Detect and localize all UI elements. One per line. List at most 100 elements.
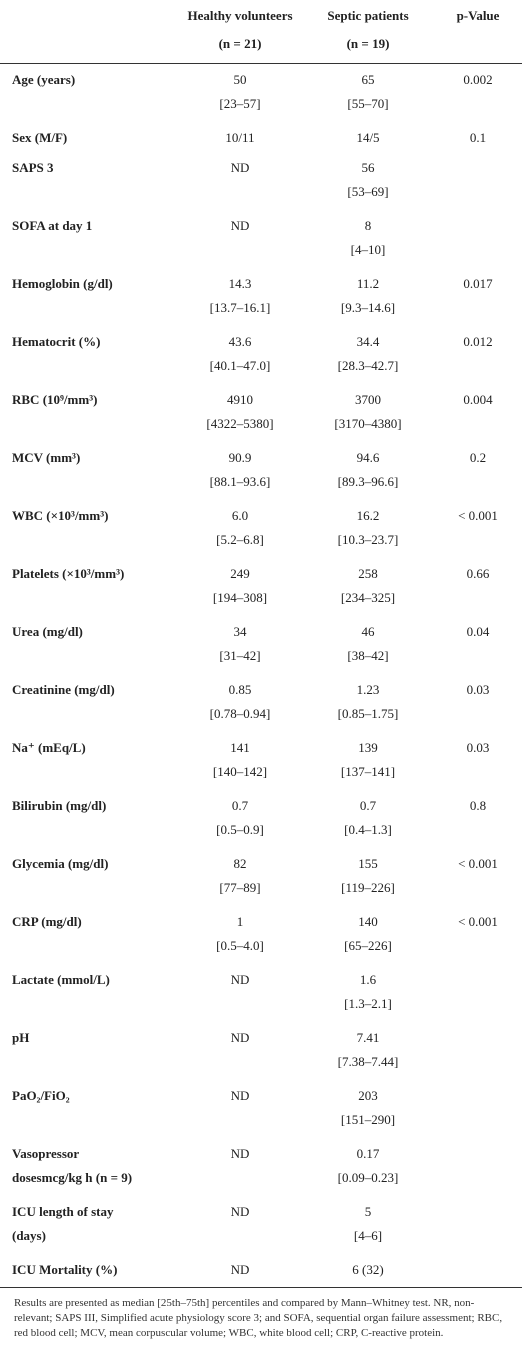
cell: 65 [361, 72, 375, 87]
cell: 249 [230, 566, 250, 581]
cell: [23–57] [219, 96, 261, 111]
cell: [3170–4380] [334, 416, 402, 431]
cell: 141 [230, 740, 250, 755]
cell: ND [230, 160, 250, 175]
bottom-rule [0, 1287, 522, 1288]
cell: [119–226] [341, 880, 395, 895]
cell: ND [230, 1146, 250, 1161]
cell: < 0.001 [458, 914, 498, 929]
cell: [151–290] [340, 1112, 396, 1127]
cell: 0.017 [463, 276, 493, 291]
cell: 0.03 [466, 740, 490, 755]
cell: 3700 [355, 392, 381, 407]
row-label: Vasopressor [12, 1146, 80, 1161]
cell: 90.9 [228, 450, 252, 465]
row-label: (days) [12, 1228, 46, 1243]
cell: [38–42] [347, 648, 389, 663]
row-label: MCV (mm³) [12, 450, 81, 465]
row-label: PaO₂/FiO₂ [12, 1088, 70, 1103]
header-cell: (n = 21) [218, 36, 262, 51]
cell: [234–325] [340, 590, 396, 605]
cell: 46 [361, 624, 375, 639]
cell: 82 [233, 856, 247, 871]
row-label: Hematocrit (%) [12, 334, 101, 349]
cell: 0.7 [359, 798, 377, 813]
cell: [28.3–42.7] [337, 358, 399, 373]
row-label: Na⁺ (mEq/L) [12, 740, 86, 755]
cell: 0.002 [463, 72, 493, 87]
cell: 0.7 [231, 798, 249, 813]
row-label: Bilirubin (mg/dl) [12, 798, 107, 813]
cell: [194–308] [212, 590, 268, 605]
cell: [13.7–16.1] [209, 300, 271, 315]
cell: 1.23 [356, 682, 380, 697]
row-label: Creatinine (mg/dl) [12, 682, 115, 697]
cell: [10.3–23.7] [337, 532, 399, 547]
cell: 34 [233, 624, 247, 639]
cell: 1.6 [359, 972, 377, 987]
row-label: Sex (M/F) [12, 130, 68, 145]
cell: [140–142] [212, 764, 268, 779]
cell: 34.4 [356, 334, 380, 349]
row-label: CRP (mg/dl) [12, 914, 82, 929]
cell: 56 [361, 160, 375, 175]
cell: [5.2–6.8] [216, 532, 264, 547]
cell: 11.2 [356, 276, 380, 291]
cell: < 0.001 [458, 508, 498, 523]
cell: 14/5 [356, 130, 380, 145]
row-label: Lactate (mmol/L) [12, 972, 110, 987]
cell: 94.6 [356, 450, 380, 465]
row-label: Hemoglobin (g/dl) [12, 276, 113, 291]
cell: 258 [358, 566, 378, 581]
cell: [0.09–0.23] [337, 1170, 399, 1185]
cell: 4910 [227, 392, 253, 407]
cell: [77–89] [219, 880, 261, 895]
footnote: Results are presented as median [25th–75… [14, 1297, 503, 1339]
row-label: Urea (mg/dl) [12, 624, 83, 639]
cell: 6.0 [231, 508, 249, 523]
cell: < 0.001 [458, 856, 498, 871]
cell: [65–226] [344, 938, 392, 953]
row-label: ICU length of stay [12, 1204, 114, 1219]
cell: 0.85 [228, 682, 252, 697]
cell: 0.03 [466, 682, 490, 697]
cell: 203 [358, 1088, 378, 1103]
cell: [40.1–47.0] [209, 358, 271, 373]
cell: 7.41 [356, 1030, 380, 1045]
cell: [0.5–4.0] [216, 938, 264, 953]
cell: [0.85–1.75] [337, 706, 399, 721]
cell: 1 [236, 914, 244, 929]
cell: ND [230, 218, 250, 233]
cell: 50 [233, 72, 247, 87]
cell: [55–70] [347, 96, 389, 111]
cell: [0.78–0.94] [209, 706, 271, 721]
cell: 5 [364, 1204, 372, 1219]
row-label: SAPS 3 [12, 160, 54, 175]
cell: 155 [358, 856, 378, 871]
row-label: ICU Mortality (%) [12, 1262, 118, 1277]
row-label: Glycemia (mg/dl) [12, 856, 109, 871]
header-cell: Healthy volunteers [187, 8, 293, 23]
cell: 0.8 [469, 798, 487, 813]
cell: [4322–5380] [206, 416, 274, 431]
cell: ND [230, 1088, 250, 1103]
cell: 8 [364, 218, 372, 233]
row-label: Platelets (×10³/mm³) [12, 566, 125, 581]
header-rule [0, 63, 522, 64]
cell: [7.38–7.44] [337, 1054, 399, 1069]
cell: [9.3–14.6] [340, 300, 396, 315]
cell: 0.04 [466, 624, 490, 639]
cell: 0.17 [356, 1146, 380, 1161]
row-label: WBC (×10³/mm³) [12, 508, 109, 523]
cell: ND [230, 1204, 250, 1219]
cell: [4–10] [350, 242, 386, 257]
cell: [89.3–96.6] [337, 474, 399, 489]
cell: 0.1 [469, 130, 487, 145]
cell: ND [230, 1030, 250, 1045]
cell: 6 (32) [352, 1262, 384, 1277]
cell: [4–6] [353, 1228, 383, 1243]
cell: [0.5–0.9] [216, 822, 264, 837]
header-cell: Septic patients [327, 8, 409, 23]
cell: 43.6 [228, 334, 252, 349]
